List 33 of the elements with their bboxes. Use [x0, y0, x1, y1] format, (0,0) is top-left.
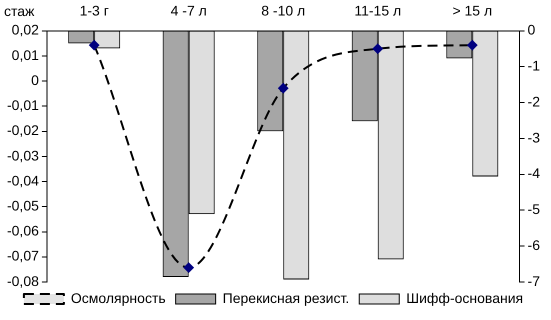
y-tick-label: -0,05 — [6, 198, 40, 214]
y-tick-label: 0,02 — [12, 22, 40, 38]
y-tick-label: -0,07 — [6, 248, 40, 264]
x-tick-label: 8 -10 л — [261, 2, 306, 18]
legend-label: Перекисная резист. — [222, 290, 350, 306]
point — [89, 40, 100, 50]
y2-tick-label: -3 — [528, 129, 540, 146]
point — [278, 83, 288, 94]
x-tick-label: 4 -7 л — [170, 2, 207, 18]
y2-tick-label: -5 — [528, 201, 540, 218]
point — [372, 44, 383, 54]
y-tick-label: 0,01 — [12, 46, 40, 63]
y-tick-label: -0,03 — [6, 147, 40, 164]
point — [467, 40, 478, 50]
legend-label: Осмолярность — [70, 290, 166, 306]
legend-label: Шифф-основания — [406, 290, 524, 306]
y2-tick-label: 0 — [528, 22, 536, 38]
y2-tick-label: -7 — [528, 272, 540, 289]
y2-tick-label: -1 — [528, 58, 540, 74]
y-tick-label: -0,01 — [6, 97, 40, 114]
y2-tick-label: -2 — [528, 93, 540, 110]
y-tick-label: -0,04 — [6, 172, 40, 188]
y-tick-label: -0,08 — [6, 272, 40, 289]
y2-tick-label: -6 — [528, 236, 540, 253]
y-tick-label: -0,02 — [6, 122, 40, 138]
x-tick-label: > 15 л — [452, 2, 492, 18]
x-tick-label: 11-15 л — [354, 2, 402, 18]
x-tick-label: 1-3 г — [80, 2, 109, 18]
point — [184, 262, 194, 273]
y-tick-label: 0 — [31, 72, 40, 88]
x-axis-title: стаж — [4, 2, 36, 19]
y2-tick-label: -4 — [528, 165, 540, 182]
y-tick-label: -0,06 — [6, 222, 40, 239]
